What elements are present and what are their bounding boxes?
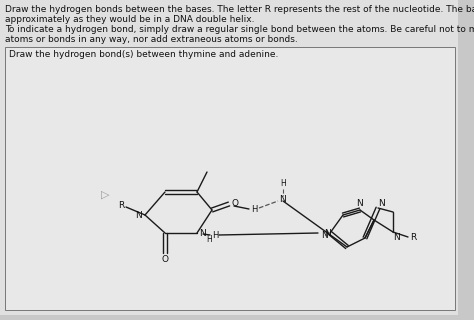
Text: N: N (280, 196, 286, 204)
Bar (5, 47, 455, 310)
Text: To indicate a hydrogen bond, simply draw a regular single bond between the atoms: To indicate a hydrogen bond, simply draw… (5, 25, 474, 34)
Text: H: H (251, 205, 257, 214)
Text: Draw the hydrogen bond(s) between thymine and adenine.: Draw the hydrogen bond(s) between thymin… (9, 50, 278, 59)
Text: Draw the hydrogen bonds between the bases. The letter R represents the rest of t: Draw the hydrogen bonds between the base… (5, 5, 474, 14)
Text: O: O (162, 255, 168, 265)
Text: R: R (410, 233, 416, 242)
Text: N: N (393, 233, 401, 242)
Text: approximately as they would be in a DNA double helix.: approximately as they would be in a DNA … (5, 15, 255, 24)
Text: O: O (231, 198, 238, 207)
Text: H: H (280, 180, 286, 188)
Text: N: N (136, 211, 142, 220)
Text: H: H (212, 231, 218, 241)
Text: N: N (322, 230, 328, 239)
Text: N: N (200, 228, 206, 237)
Text: N: N (325, 228, 331, 237)
Text: N: N (379, 198, 385, 207)
Text: R: R (118, 201, 124, 210)
Text: H: H (206, 235, 212, 244)
Text: atoms or bonds in any way, nor add extraneous atoms or bonds.: atoms or bonds in any way, nor add extra… (5, 35, 298, 44)
Text: ▷: ▷ (101, 190, 109, 200)
Text: N: N (356, 199, 364, 209)
